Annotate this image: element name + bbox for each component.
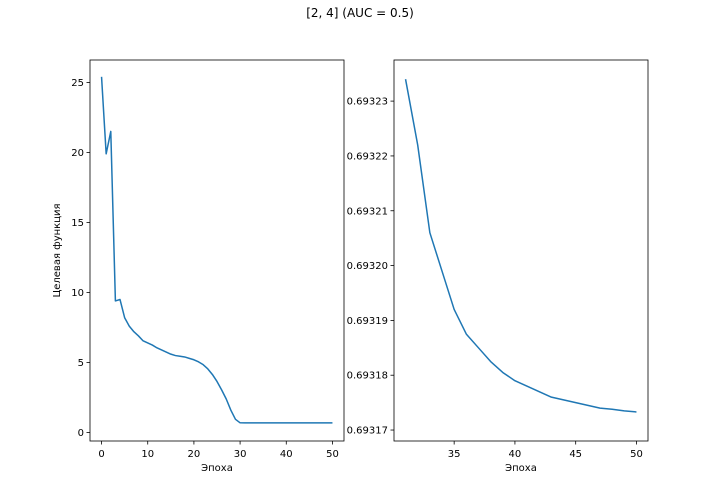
x-tick-label: 30 [234, 449, 247, 460]
y-tick-label: 15 [71, 218, 84, 229]
y-tick-label: 20 [71, 148, 84, 159]
y-tick-label: 0.69322 [347, 151, 388, 162]
x-tick-label: 20 [188, 449, 201, 460]
x-tick-label: 0 [98, 449, 104, 460]
x-tick-label: 50 [630, 449, 643, 460]
y-tick-label: 0.69319 [347, 316, 388, 327]
y-tick-label: 0.69320 [347, 261, 388, 272]
axes-frame [393, 59, 649, 442]
x-tick-label: 40 [509, 449, 522, 460]
right-axes: 35 40 45 50 0.69317 0.69318 0.69319 0.69320 0.69… [347, 59, 649, 474]
y-tick-label: 0.69317 [347, 426, 388, 437]
axes-frame [89, 59, 345, 442]
x-axis-label: Эпоха [505, 463, 537, 474]
y-tick-label: 0.69323 [347, 97, 388, 108]
x-tick-label: 35 [448, 449, 461, 460]
x-tick-label: 10 [141, 449, 154, 460]
series-line [100, 76, 333, 424]
y-tick-label: 10 [71, 288, 84, 299]
y-tick-label: 0 [78, 428, 84, 439]
y-tick-label: 25 [71, 78, 84, 89]
x-tick-label: 40 [280, 449, 293, 460]
series-line [404, 79, 637, 413]
x-tick-label: 50 [326, 449, 339, 460]
y-tick-label: 0.69318 [347, 371, 388, 382]
y-tick-label: 0.69321 [347, 206, 388, 217]
y-tick-label: 5 [78, 358, 84, 369]
left-axes: 0 10 20 30 40 50 0 5 10 15 20 25 Эпоха Целевая функци… [52, 59, 345, 474]
x-axis-label: Эпоха [201, 463, 233, 474]
figure-title: [2, 4] (AUC = 0.5) [306, 6, 414, 20]
y-axis-label: Целевая функция [52, 203, 63, 297]
x-tick-label: 45 [569, 449, 582, 460]
